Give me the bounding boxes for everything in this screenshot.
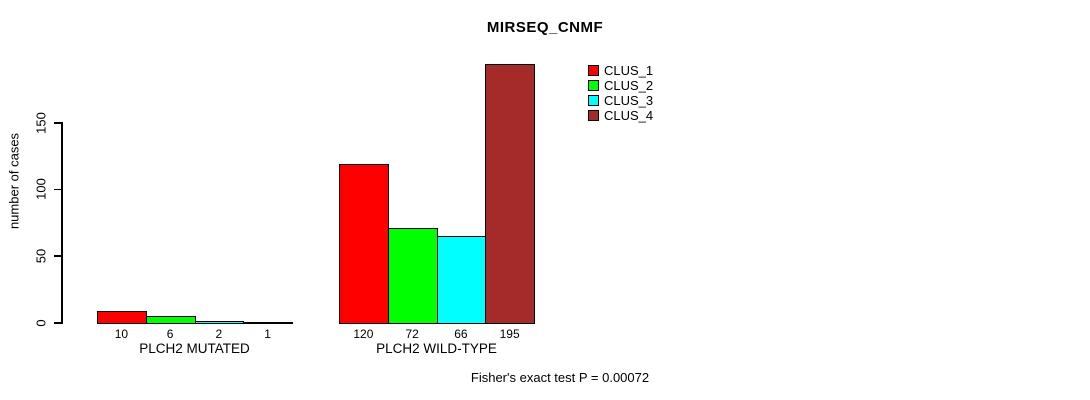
fisher-test-annotation: Fisher's exact test P = 0.00072 [470,370,650,385]
y-axis-title: number of cases [6,132,22,230]
category-label: PLCH2 WILD-TYPE [376,341,497,356]
y-tick-mark [54,322,61,324]
bar-clus_2-mutated [145,315,196,324]
bar-value-label: 195 [499,327,520,341]
bar-value-label: 66 [454,327,468,341]
legend-row: CLUS_2 [588,78,653,93]
y-tick-mark [54,188,61,191]
legend-label: CLUS_3 [604,93,654,108]
category-label: PLCH2 MUTATED [139,341,250,356]
y-axis-line [61,122,63,324]
legend-swatch-clus_4 [588,110,599,121]
legend-label: CLUS_4 [604,108,654,123]
y-tick-label: 0 [33,319,49,327]
y-tick-label: 150 [33,111,49,134]
bar-clus_3-wildtype [436,235,487,324]
bar-value-label: 6 [166,327,174,341]
legend-swatch-clus_2 [588,80,599,91]
bar-clus_2-wildtype [387,227,438,324]
y-tick-mark [54,255,61,257]
legend-swatch-clus_1 [588,65,599,76]
bar-value-label: 10 [114,327,129,341]
legend: CLUS_1 CLUS_2 CLUS_3 CLUS_4 [588,63,653,123]
bar-value-label: 1 [264,327,271,341]
bar-clus_1-mutated [97,310,147,324]
bar-clus_4-mutated [243,322,293,324]
bar-value-label: 120 [353,327,374,341]
bar-value-label: 72 [405,327,419,341]
legend-row: CLUS_4 [588,108,653,123]
legend-row: CLUS_1 [588,63,653,78]
legend-row: CLUS_3 [588,93,653,108]
bar-clus_1-wildtype [339,163,389,324]
bar-value-label: 2 [215,327,223,341]
bar-clus_4-wildtype [485,63,535,324]
chart-title: MIRSEQ_CNMF [486,19,604,36]
legend-label: CLUS_2 [604,78,654,93]
legend-label: CLUS_1 [604,63,654,78]
legend-swatch-clus_3 [588,95,599,106]
y-tick-label: 50 [33,248,49,264]
y-tick-mark [54,122,61,124]
y-tick-label: 100 [33,178,49,201]
bar-clus_3-mutated [194,320,245,324]
